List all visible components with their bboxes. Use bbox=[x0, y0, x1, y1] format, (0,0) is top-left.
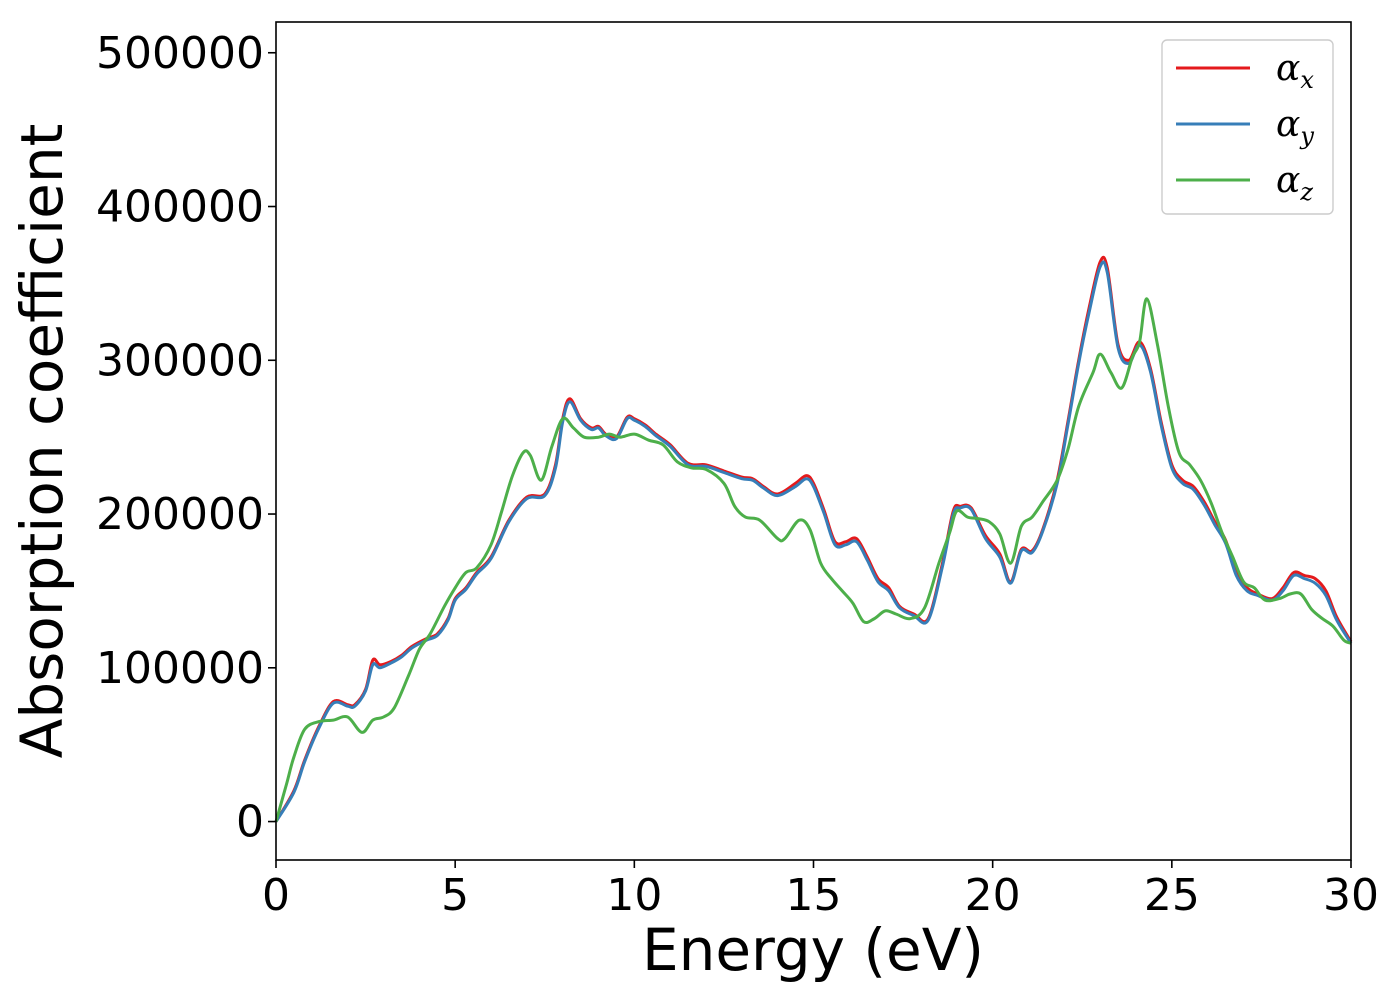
x-tick-label: 15 bbox=[786, 870, 842, 921]
x-tick-label: 25 bbox=[1144, 870, 1200, 921]
y-tick-label: 500000 bbox=[96, 28, 264, 79]
y-tick-label: 300000 bbox=[96, 335, 264, 386]
legend: αx αy αz bbox=[1161, 39, 1334, 215]
legend-items: αx αy αz bbox=[1176, 48, 1314, 206]
x-tick-label: 30 bbox=[1323, 870, 1379, 921]
y-tick-label: 200000 bbox=[96, 489, 264, 540]
y-tick-label: 100000 bbox=[96, 643, 264, 694]
x-axis-ticks: 0 5 10 15 20 25 30 bbox=[262, 860, 1379, 921]
series-layer bbox=[274, 255, 1353, 823]
legend-label-z: αz bbox=[1276, 160, 1313, 206]
y-tick-label: 0 bbox=[236, 797, 264, 848]
series-line-y bbox=[274, 260, 1353, 823]
x-tick-label: 5 bbox=[441, 870, 469, 921]
x-tick-label: 20 bbox=[965, 870, 1021, 921]
y-axis-ticks: 0 100000 200000 300000 400000 500000 bbox=[96, 28, 276, 848]
x-tick-label: 0 bbox=[262, 870, 290, 921]
y-axis-label: Absorption coefficient bbox=[8, 124, 76, 759]
legend-box bbox=[1161, 39, 1334, 215]
series-line-z bbox=[274, 297, 1352, 823]
legend-label-y: αy bbox=[1276, 104, 1314, 150]
x-axis-label: Energy (eV) bbox=[642, 916, 984, 984]
legend-label-x: αx bbox=[1276, 48, 1314, 94]
y-tick-label: 400000 bbox=[96, 182, 264, 233]
x-tick-label: 10 bbox=[606, 870, 662, 921]
